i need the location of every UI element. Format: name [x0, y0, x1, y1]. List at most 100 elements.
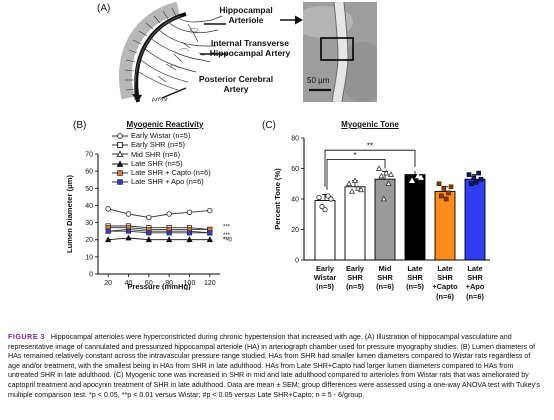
- category-label: Late SHR +Apo (n=6): [455, 264, 495, 301]
- data-point: [165, 236, 173, 243]
- x-tick-label: 60: [145, 280, 153, 287]
- data-point: [325, 193, 331, 199]
- category-label-line: (n=5): [316, 282, 334, 292]
- y-tick-label: 60: [291, 166, 299, 173]
- bar: [344, 186, 366, 261]
- data-point: [418, 174, 424, 180]
- data-point: [105, 228, 111, 234]
- category-label-line: Late: [467, 264, 483, 273]
- data-point: [322, 207, 328, 213]
- y-axis-label: Percent Tone (%): [273, 168, 282, 230]
- category-label-line: SHR: [437, 273, 453, 283]
- y-tick-label: 70: [85, 152, 93, 159]
- panel-c-letter: (C): [262, 120, 276, 131]
- significance-mark: ***: [223, 224, 231, 230]
- bar: [434, 190, 456, 261]
- category-label: Early SHR (n=5): [335, 264, 375, 292]
- data-point: [355, 185, 361, 191]
- data-point: [415, 172, 421, 179]
- data-point: [187, 230, 193, 236]
- y-tick-label: 50: [85, 186, 93, 193]
- series-line: [108, 225, 210, 230]
- legend-item-early-wistar: Early Wistar (n=5): [112, 131, 211, 140]
- bar: [404, 174, 426, 261]
- data-point: [469, 181, 474, 187]
- category-label-line: +Apo: [465, 282, 485, 292]
- data-point: [146, 214, 152, 221]
- series-line: [108, 227, 210, 230]
- data-point: [448, 184, 454, 190]
- significance-mark: *: [353, 151, 356, 160]
- series-line: [108, 237, 210, 241]
- data-point: [380, 195, 387, 202]
- y-tick-label: 40: [85, 203, 93, 210]
- data-point: [409, 177, 415, 183]
- y-tick-label: 30: [85, 220, 93, 227]
- significance-mark: ***: [223, 233, 231, 239]
- data-point: [358, 186, 364, 193]
- category-label-line: +Capto: [432, 282, 458, 292]
- series-line: [108, 208, 210, 218]
- y-tick-label: 0: [295, 258, 299, 265]
- data-point: [186, 236, 193, 243]
- significance-bracket: [326, 158, 386, 190]
- x-tick-label: 80: [165, 280, 173, 287]
- category-label-line: (n=6): [376, 282, 394, 292]
- data-point: [126, 228, 132, 234]
- legend-marker-square-open: [112, 142, 128, 148]
- x-tick-label: 40: [125, 280, 133, 287]
- data-point: [316, 194, 322, 201]
- category-label-line: Late: [437, 264, 453, 273]
- caption-text: Hippocampal arterioles were hyperconstri…: [8, 333, 541, 399]
- data-point: [478, 176, 484, 182]
- category-label: Mid SHR (n=6): [365, 264, 405, 292]
- data-point: [376, 165, 382, 171]
- arteriole-micrograph: [303, 2, 377, 102]
- scale-bar-label: 50 µm: [307, 76, 330, 85]
- legend-item-mid-shr: Mid SHR (n=6): [112, 150, 211, 159]
- data-point: [349, 188, 355, 194]
- category-label-line: Early: [345, 264, 365, 273]
- category-label-line: SHR: [377, 273, 393, 283]
- x-tick-label: 100: [184, 280, 196, 287]
- y-tick-label: 80: [291, 136, 299, 143]
- data-point: [383, 169, 390, 176]
- data-point: [436, 181, 442, 187]
- legend-marker-circle-open: [112, 132, 128, 139]
- figure-caption: FIGURE 3 Hippocampal arterioles were hyp…: [8, 333, 544, 400]
- y-axis-label: Lumen Diameter (μm): [65, 175, 74, 254]
- category-label-line: (n=6): [436, 291, 454, 301]
- data-point: [441, 186, 447, 191]
- category-label-line: (n=6): [466, 291, 484, 301]
- data-point: [406, 168, 412, 174]
- data-point: [446, 190, 451, 196]
- category-label-line: Late: [407, 264, 423, 273]
- category-label-line: Wistar: [313, 273, 337, 283]
- data-point: [166, 230, 172, 236]
- data-point: [146, 230, 152, 236]
- category-label: Late SHR (n=5): [395, 264, 435, 292]
- data-point: [319, 204, 325, 210]
- data-point: [104, 236, 112, 243]
- category-label-line: (n=5): [346, 282, 364, 292]
- panel-a-letter: (A): [97, 3, 111, 14]
- posterior-cerebral-artery-label: Posterior Cerebral Artery: [198, 74, 274, 94]
- significance-mark: *+#: [223, 238, 233, 244]
- chart-b-title: Myogenic Reactivity: [126, 120, 204, 129]
- legend-marker-square-orange: [112, 170, 128, 176]
- data-point: [207, 207, 213, 214]
- category-label-line: (n=5): [406, 282, 424, 292]
- myogenic-reactivity-chart: 0 10 20 30 40 50 60 70 20 40 60 80 100 120 Pressure (m…: [65, 152, 233, 291]
- data-point: [385, 180, 392, 186]
- data-point: [466, 172, 472, 177]
- category-label: Late SHR +Capto (n=6): [425, 264, 465, 301]
- data-point: [125, 211, 132, 217]
- data-point: [186, 209, 193, 215]
- y-tick-label: 0: [89, 272, 93, 279]
- data-point: [206, 236, 214, 243]
- pointer-arrow-icon: [280, 15, 303, 25]
- significance-mark: **: [367, 142, 373, 151]
- data-point: [388, 171, 394, 177]
- data-point: [207, 230, 213, 236]
